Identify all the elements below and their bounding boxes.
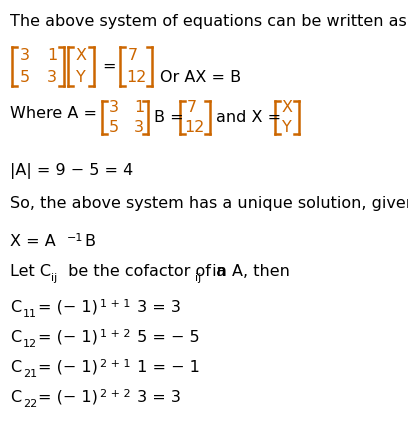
Text: 5 = − 5: 5 = − 5 [132, 330, 200, 345]
Text: 5: 5 [109, 121, 119, 135]
Text: 21: 21 [23, 369, 37, 379]
Text: = (− 1): = (− 1) [38, 300, 98, 315]
Text: 3: 3 [20, 48, 30, 62]
Text: 3: 3 [47, 70, 57, 86]
Text: C: C [10, 360, 21, 375]
Text: 22: 22 [23, 399, 37, 409]
Text: Y: Y [76, 70, 86, 86]
Text: 1 + 2: 1 + 2 [100, 329, 131, 339]
Text: C: C [10, 300, 21, 315]
Text: The above system of equations can be written as: The above system of equations can be wri… [10, 14, 407, 29]
Text: 3: 3 [134, 121, 144, 135]
Text: in A, then: in A, then [207, 264, 290, 279]
Text: ij: ij [195, 273, 201, 283]
Text: 12: 12 [23, 339, 37, 349]
Text: 2 + 1: 2 + 1 [100, 359, 131, 369]
Text: B: B [84, 234, 95, 249]
Text: B =: B = [154, 110, 184, 125]
Text: 3 = 3: 3 = 3 [132, 390, 181, 405]
Text: Where A =: Where A = [10, 106, 97, 122]
Text: 1: 1 [47, 48, 57, 62]
Text: 3 = 3: 3 = 3 [132, 300, 181, 315]
Text: 2 + 2: 2 + 2 [100, 389, 131, 399]
Text: C: C [10, 390, 21, 405]
Text: 7: 7 [187, 100, 197, 114]
Text: = (− 1): = (− 1) [38, 390, 98, 405]
Text: = (− 1): = (− 1) [38, 360, 98, 375]
Text: Let C: Let C [10, 264, 51, 279]
Text: and X =: and X = [216, 110, 281, 125]
Text: Y: Y [282, 121, 292, 135]
Text: 1: 1 [134, 100, 144, 114]
Text: be the cofactor of a: be the cofactor of a [63, 264, 226, 279]
Text: |A| = 9 − 5 = 4: |A| = 9 − 5 = 4 [10, 163, 133, 179]
Text: X: X [282, 100, 293, 114]
Text: So, the above system has a unique solution, given by: So, the above system has a unique soluti… [10, 196, 408, 211]
Text: =: = [102, 59, 115, 74]
Text: 3: 3 [109, 100, 119, 114]
Text: Or AX = B: Or AX = B [160, 70, 241, 86]
Text: 11: 11 [23, 309, 37, 319]
Text: 12: 12 [126, 70, 146, 86]
Text: = (− 1): = (− 1) [38, 330, 98, 345]
Text: ij: ij [51, 273, 57, 283]
Text: −1: −1 [67, 233, 83, 243]
Text: 12: 12 [184, 121, 204, 135]
Text: 7: 7 [128, 48, 138, 62]
Text: C: C [10, 330, 21, 345]
Text: X = A: X = A [10, 234, 56, 249]
Text: 1 + 1: 1 + 1 [100, 299, 131, 309]
Text: 1 = − 1: 1 = − 1 [132, 360, 200, 375]
Text: X: X [76, 48, 87, 62]
Text: 5: 5 [20, 70, 30, 86]
